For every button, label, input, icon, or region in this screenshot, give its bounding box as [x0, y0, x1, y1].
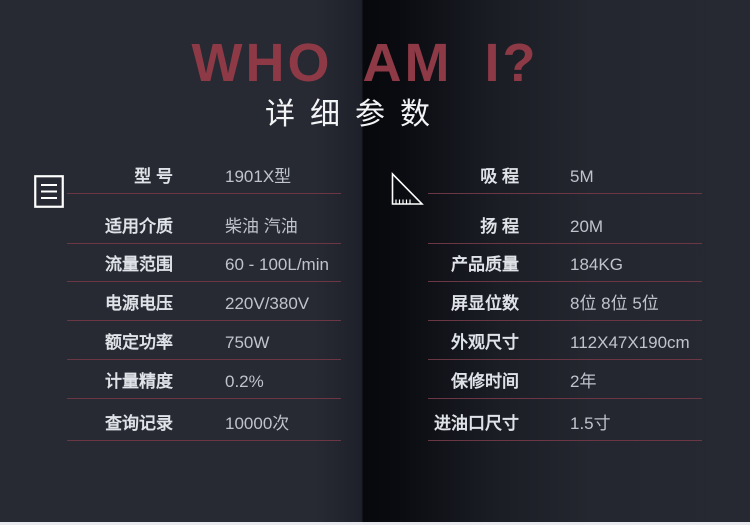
spec-row-dimensions: 外观尺寸 112X47X190cm [428, 321, 702, 360]
spec-row-warranty: 保修时间 2年 [428, 360, 702, 399]
spec-value: 112X47X190cm [570, 333, 690, 352]
spec-label: 额定功率 [105, 333, 173, 352]
spec-label: 进油口尺寸 [434, 414, 519, 433]
spec-label: 查询记录 [105, 414, 173, 433]
spec-row-display-digits: 屏显位数 8位 8位 5位 [428, 282, 702, 321]
spec-row-model: 型 号 1901X型 [67, 150, 341, 194]
triangle-ruler-icon [391, 172, 424, 206]
spec-row-voltage: 电源电压 220V/380V [67, 282, 341, 321]
spec-value: 柴油 汽油 [225, 217, 298, 236]
spec-label: 电源电压 [105, 294, 173, 313]
spec-label: 保修时间 [451, 372, 519, 391]
spec-row-flow-range: 流量范围 60 - 100L/min [67, 244, 341, 282]
page-bottom-edge [0, 522, 750, 525]
spec-label: 型 号 [134, 167, 173, 186]
spec-value: 2年 [570, 372, 597, 391]
spec-row-rated-power: 额定功率 750W [67, 321, 341, 360]
spec-row-weight: 产品质量 184KG [428, 244, 702, 282]
spec-value: 1901X型 [225, 167, 292, 186]
spec-row-accuracy: 计量精度 0.2% [67, 360, 341, 399]
spec-value: 750W [225, 333, 270, 352]
spec-label: 流量范围 [105, 255, 173, 274]
spec-value: 5M [570, 167, 594, 186]
spec-value: 0.2% [225, 372, 264, 391]
spec-value: 220V/380V [225, 294, 310, 313]
page-title: WHO AM I? [191, 33, 539, 93]
document-list-icon [34, 175, 64, 208]
page-subtitle: 详细参数 [265, 98, 445, 131]
spec-label: 外观尺寸 [451, 333, 519, 352]
spec-value: 10000次 [225, 414, 290, 433]
spec-label: 适用介质 [105, 217, 173, 236]
spec-value: 60 - 100L/min [225, 255, 329, 274]
spec-label: 产品质量 [451, 255, 519, 274]
spec-value: 20M [570, 217, 604, 236]
spec-label: 屏显位数 [451, 294, 519, 313]
spec-value: 8位 8位 5位 [570, 294, 659, 313]
spec-value: 1.5寸 [570, 414, 611, 433]
spec-label: 扬 程 [480, 217, 519, 236]
spec-row-lift: 扬 程 20M [428, 194, 702, 244]
spec-label: 吸 程 [480, 167, 519, 186]
spec-table-right: 吸 程 5M 扬 程 20M 产品质量 184KG 屏显位数 8位 8位 5位 … [428, 150, 702, 441]
spec-row-suction: 吸 程 5M [428, 150, 702, 194]
spec-row-query-records: 查询记录 10000次 [67, 399, 341, 441]
spec-value: 184KG [570, 255, 623, 274]
spec-row-medium: 适用介质 柴油 汽油 [67, 194, 341, 244]
spec-label: 计量精度 [105, 372, 173, 391]
spec-row-inlet-size: 进油口尺寸 1.5寸 [428, 399, 702, 441]
spec-table-left: 型 号 1901X型 适用介质 柴油 汽油 流量范围 60 - 100L/min… [67, 150, 341, 441]
